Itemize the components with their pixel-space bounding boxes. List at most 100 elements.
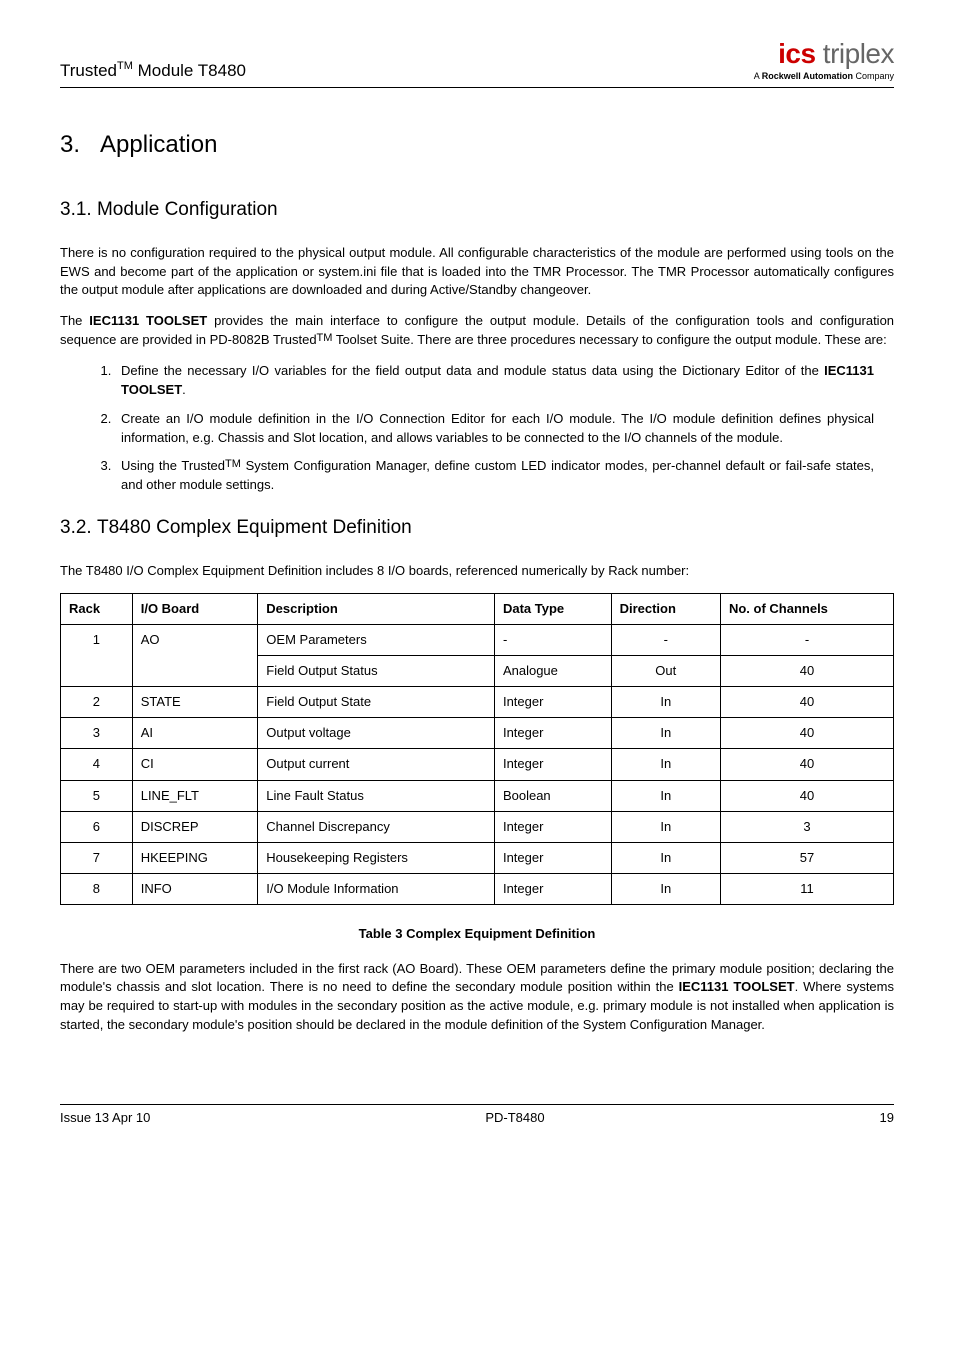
header-module-label: Module T8480 — [133, 61, 246, 80]
th-noc: No. of Channels — [720, 593, 893, 624]
closing-paragraph: There are two OEM parameters included in… — [60, 960, 894, 1035]
equipment-definition-table: Rack I/O Board Description Data Type Dir… — [60, 593, 894, 906]
cell-rack: 7 — [61, 843, 133, 874]
cell-desc: I/O Module Information — [258, 874, 495, 905]
table-caption: Table 3 Complex Equipment Definition — [60, 925, 894, 943]
cell-noc: 11 — [720, 874, 893, 905]
cell-dtype: Integer — [494, 687, 611, 718]
logo-tagline-suffix: Company — [853, 71, 894, 81]
subsection-text-eq: T8480 Complex Equipment Definition — [97, 517, 412, 538]
config-step-1: Define the necessary I/O variables for t… — [115, 362, 874, 400]
cell-desc: Field Output Status — [258, 655, 495, 686]
cell-board: INFO — [132, 874, 258, 905]
cell-dir: In — [611, 874, 720, 905]
section-number: 3. — [60, 131, 80, 158]
logo-brand-rest: triplex — [816, 38, 894, 69]
cell-board: CI — [132, 749, 258, 780]
step3-a: Using the Trusted — [121, 458, 225, 473]
th-dir: Direction — [611, 593, 720, 624]
cell-desc: Output voltage — [258, 718, 495, 749]
footer-pagenum: 19 — [880, 1109, 894, 1127]
table-row: 6 DISCREP Channel Discrepancy Integer In… — [61, 811, 894, 842]
subsection-title-module-config: 3.1. Module Configuration — [60, 197, 894, 224]
cell-dtype: Integer — [494, 843, 611, 874]
cell-desc: Line Fault Status — [258, 780, 495, 811]
subsection-number: 3.1. — [60, 199, 92, 220]
cell-rack: 6 — [61, 811, 133, 842]
logo-brand-bold: ics — [778, 38, 815, 69]
cell-dtype: Integer — [494, 811, 611, 842]
cell-rack: 1 — [61, 624, 133, 686]
para2-tm: TM — [317, 332, 333, 344]
cell-dir: In — [611, 811, 720, 842]
cell-dir: In — [611, 687, 720, 718]
step3-tm: TM — [225, 458, 241, 470]
step1-a: Define the necessary I/O variables for t… — [121, 363, 824, 378]
cell-dtype: Integer — [494, 874, 611, 905]
step1-b: . — [182, 382, 186, 397]
config-step-3: Using the TrustedTM System Configuration… — [115, 457, 874, 495]
cell-noc: 40 — [720, 718, 893, 749]
footer-issue: Issue 13 Apr 10 — [60, 1109, 150, 1127]
cell-noc: 57 — [720, 843, 893, 874]
footer-docid: PD-T8480 — [485, 1109, 544, 1127]
cell-dir: In — [611, 780, 720, 811]
cell-board: DISCREP — [132, 811, 258, 842]
subsection-title-complex-eq: 3.2. T8480 Complex Equipment Definition — [60, 515, 894, 542]
cell-dir: In — [611, 749, 720, 780]
page-footer: Issue 13 Apr 10 PD-T8480 19 — [60, 1104, 894, 1127]
header-product: TrustedTM Module T8480 — [60, 59, 246, 83]
table-row: 7 HKEEPING Housekeeping Registers Intege… — [61, 843, 894, 874]
logo-tagline-prefix: A — [754, 71, 762, 81]
cell-dtype: - — [494, 624, 611, 655]
subsection-number-eq: 3.2. — [60, 517, 92, 538]
cell-noc: - — [720, 624, 893, 655]
table-row: 1 AO OEM Parameters - - - — [61, 624, 894, 655]
cell-noc: 40 — [720, 780, 893, 811]
cell-dtype: Boolean — [494, 780, 611, 811]
cell-rack: 4 — [61, 749, 133, 780]
cell-board: STATE — [132, 687, 258, 718]
header-product-line: Trusted — [60, 61, 117, 80]
section-title-application: 3. Application — [60, 128, 894, 162]
header-tm: TM — [117, 60, 133, 72]
cell-rack: 3 — [61, 718, 133, 749]
cell-desc: Field Output State — [258, 687, 495, 718]
table-row: 3 AI Output voltage Integer In 40 — [61, 718, 894, 749]
th-rack: Rack — [61, 593, 133, 624]
cell-desc: Channel Discrepancy — [258, 811, 495, 842]
logo-main: ics triplex — [754, 40, 894, 68]
cell-rack: 2 — [61, 687, 133, 718]
cell-board: LINE_FLT — [132, 780, 258, 811]
cell-desc: Output current — [258, 749, 495, 780]
cell-noc: 40 — [720, 749, 893, 780]
cell-board: AI — [132, 718, 258, 749]
cell-dtype: Integer — [494, 718, 611, 749]
table-row: 4 CI Output current Integer In 40 — [61, 749, 894, 780]
cell-desc: Housekeeping Registers — [258, 843, 495, 874]
cell-noc: 40 — [720, 655, 893, 686]
table-header-row: Rack I/O Board Description Data Type Dir… — [61, 593, 894, 624]
cell-dtype: Analogue — [494, 655, 611, 686]
subsection-text: Module Configuration — [97, 199, 278, 220]
section-text: Application — [100, 131, 217, 158]
th-board: I/O Board — [132, 593, 258, 624]
para2-a: The — [60, 313, 89, 328]
cell-dir: Out — [611, 655, 720, 686]
closing-bold: IEC1131 TOOLSET — [679, 979, 795, 994]
th-dtype: Data Type — [494, 593, 611, 624]
module-config-para1: There is no configuration required to th… — [60, 244, 894, 301]
table-row: 2 STATE Field Output State Integer In 40 — [61, 687, 894, 718]
config-step-2: Create an I/O module definition in the I… — [115, 410, 874, 448]
complex-eq-intro: The T8480 I/O Complex Equipment Definiti… — [60, 562, 894, 581]
cell-board: HKEEPING — [132, 843, 258, 874]
table-row: 8 INFO I/O Module Information Integer In… — [61, 874, 894, 905]
para2-bold: IEC1131 TOOLSET — [89, 313, 207, 328]
table-row: 5 LINE_FLT Line Fault Status Boolean In … — [61, 780, 894, 811]
cell-board: AO — [132, 624, 258, 686]
cell-dtype: Integer — [494, 749, 611, 780]
cell-dir: In — [611, 843, 720, 874]
cell-noc: 3 — [720, 811, 893, 842]
para2-c: Toolset Suite. There are three procedure… — [332, 332, 886, 347]
cell-dir: - — [611, 624, 720, 655]
